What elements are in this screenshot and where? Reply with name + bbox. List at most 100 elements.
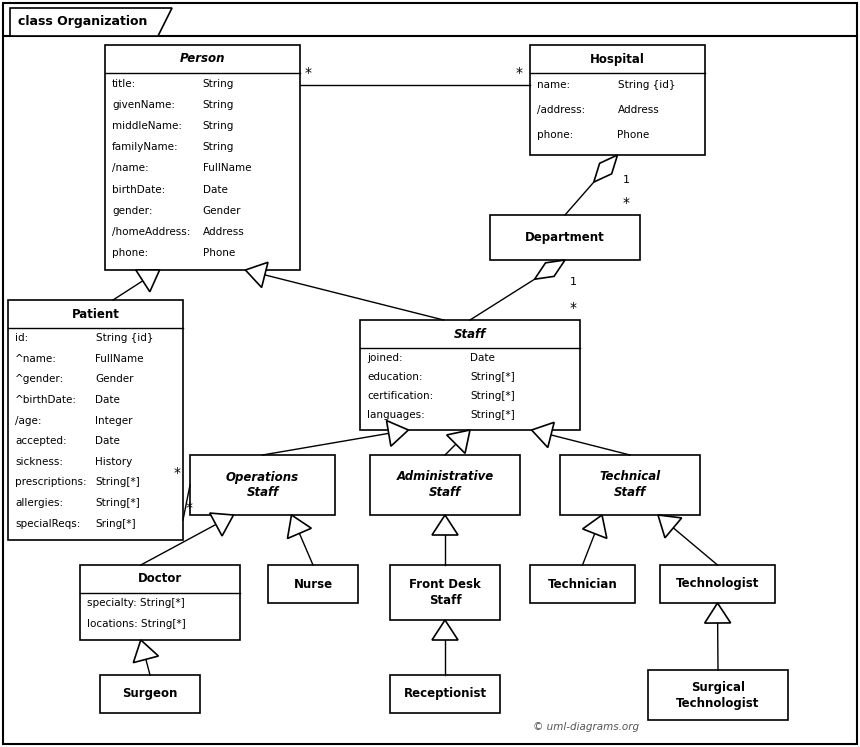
Text: Operations
Staff: Operations Staff <box>226 471 299 500</box>
Text: Technologist: Technologist <box>676 577 759 590</box>
Polygon shape <box>136 270 160 292</box>
Text: education:: education: <box>367 371 422 382</box>
Text: Date: Date <box>95 395 120 405</box>
Bar <box>360 320 580 430</box>
Polygon shape <box>210 513 234 536</box>
Text: *: * <box>570 301 577 315</box>
Text: Administrative
Staff: Administrative Staff <box>396 471 494 500</box>
Polygon shape <box>593 155 617 182</box>
Text: /address:: /address: <box>537 105 586 115</box>
Text: class Organization: class Organization <box>18 16 147 28</box>
Text: Staff: Staff <box>454 327 486 341</box>
Text: Gender: Gender <box>95 374 134 385</box>
Text: String: String <box>202 100 234 110</box>
Text: String {id}: String {id} <box>95 333 153 344</box>
Text: *: * <box>516 66 523 80</box>
Text: /homeAddress:: /homeAddress: <box>112 227 190 237</box>
Text: Department: Department <box>525 231 605 244</box>
Text: title:: title: <box>112 78 136 89</box>
Polygon shape <box>432 620 458 640</box>
Polygon shape <box>245 262 268 288</box>
Text: 1: 1 <box>623 175 630 185</box>
Polygon shape <box>582 515 607 539</box>
Polygon shape <box>658 515 682 538</box>
Bar <box>530 45 705 155</box>
Text: accepted:: accepted: <box>15 436 66 446</box>
Text: String[*]: String[*] <box>470 371 515 382</box>
Bar <box>660 565 775 603</box>
Text: String: String <box>202 78 234 89</box>
Polygon shape <box>287 515 311 539</box>
Text: Integer: Integer <box>95 415 133 426</box>
Text: Surgical
Technologist: Surgical Technologist <box>676 681 759 710</box>
Text: 1: 1 <box>570 277 577 287</box>
Text: id:: id: <box>15 333 28 344</box>
Text: Date: Date <box>470 353 494 362</box>
Text: © uml-diagrams.org: © uml-diagrams.org <box>533 722 639 732</box>
Polygon shape <box>535 260 565 279</box>
Text: joined:: joined: <box>367 353 402 362</box>
Bar <box>370 455 520 515</box>
Text: Phone: Phone <box>617 130 650 140</box>
Text: *: * <box>623 196 630 210</box>
Text: languages:: languages: <box>367 410 425 420</box>
Text: Front Desk
Staff: Front Desk Staff <box>409 578 481 607</box>
Bar <box>100 675 200 713</box>
Bar <box>268 565 358 603</box>
Text: FullName: FullName <box>202 164 251 173</box>
Text: Hospital: Hospital <box>590 52 645 66</box>
Polygon shape <box>531 422 554 447</box>
Bar <box>490 215 640 260</box>
Bar <box>530 565 635 603</box>
Text: Technician: Technician <box>548 577 617 590</box>
Text: phone:: phone: <box>537 130 574 140</box>
Text: birthDate:: birthDate: <box>112 185 165 194</box>
Text: *: * <box>174 466 181 480</box>
Polygon shape <box>133 640 158 663</box>
Text: *: * <box>305 66 312 80</box>
Text: Surgeon: Surgeon <box>122 687 178 701</box>
Text: middleName:: middleName: <box>112 121 182 131</box>
Text: certification:: certification: <box>367 391 433 400</box>
Text: locations: String[*]: locations: String[*] <box>87 619 186 629</box>
Text: Address: Address <box>617 105 660 115</box>
Text: Nurse: Nurse <box>293 577 333 590</box>
Text: name:: name: <box>537 81 570 90</box>
Text: sickness:: sickness: <box>15 456 63 467</box>
Text: allergies:: allergies: <box>15 498 63 508</box>
Polygon shape <box>386 421 408 446</box>
Bar <box>105 45 300 270</box>
Bar <box>8 300 183 540</box>
Text: familyName:: familyName: <box>112 142 179 152</box>
Text: Patient: Patient <box>71 308 120 320</box>
Text: String {id}: String {id} <box>617 81 675 90</box>
Text: /age:: /age: <box>15 415 41 426</box>
Text: Person: Person <box>180 52 225 66</box>
Text: String[*]: String[*] <box>470 391 515 400</box>
Text: String[*]: String[*] <box>95 498 140 508</box>
Text: specialty: String[*]: specialty: String[*] <box>87 598 185 608</box>
Text: Gender: Gender <box>202 205 241 216</box>
Text: Phone: Phone <box>202 248 235 258</box>
Text: ^birthDate:: ^birthDate: <box>15 395 77 405</box>
Text: *: * <box>186 501 193 515</box>
Bar <box>190 455 335 515</box>
Bar <box>80 565 240 640</box>
Text: Technical
Staff: Technical Staff <box>599 471 660 500</box>
Text: phone:: phone: <box>112 248 148 258</box>
Text: FullName: FullName <box>95 354 144 364</box>
Text: Date: Date <box>95 436 120 446</box>
Text: Address: Address <box>202 227 244 237</box>
Text: String[*]: String[*] <box>95 477 140 487</box>
Text: String[*]: String[*] <box>470 410 515 420</box>
Polygon shape <box>10 8 172 36</box>
Text: gender:: gender: <box>112 205 152 216</box>
Bar <box>390 565 500 620</box>
Text: String: String <box>202 121 234 131</box>
Text: History: History <box>95 456 132 467</box>
Text: ^gender:: ^gender: <box>15 374 64 385</box>
Bar <box>648 670 788 720</box>
Text: prescriptions:: prescriptions: <box>15 477 87 487</box>
Polygon shape <box>432 515 458 535</box>
Text: Date: Date <box>202 185 227 194</box>
